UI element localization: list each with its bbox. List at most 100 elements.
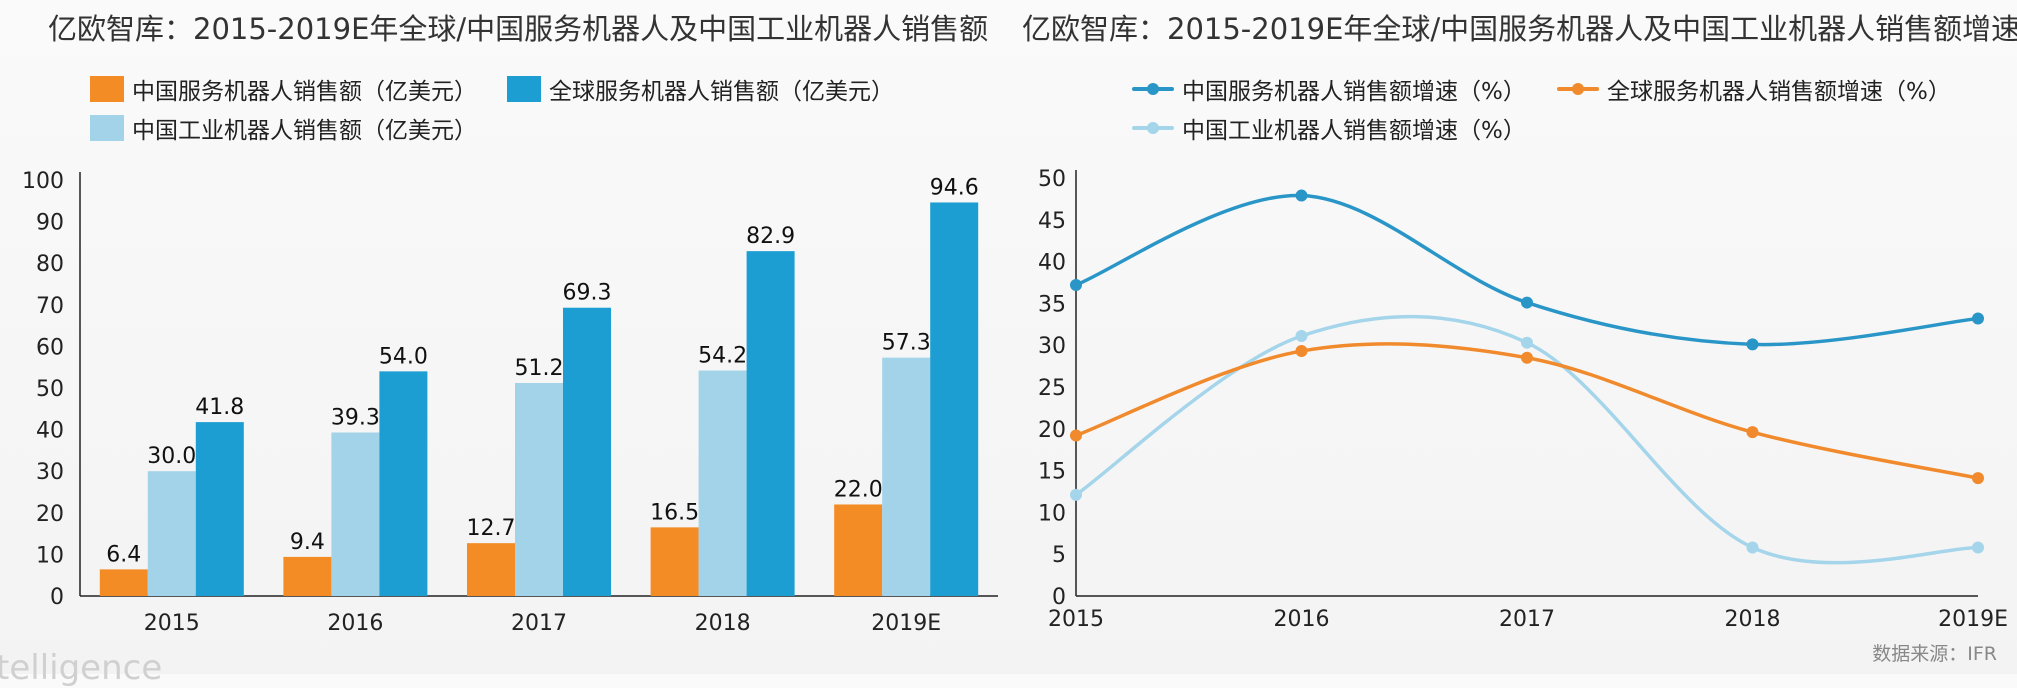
y-tick-label: 60 xyxy=(36,335,64,360)
bar xyxy=(698,370,747,596)
x-tick-label: 2018 xyxy=(695,611,751,636)
bar xyxy=(195,422,244,596)
x-tick-label: 2017 xyxy=(511,611,567,636)
bar xyxy=(882,357,931,596)
y-tick-label: 80 xyxy=(36,252,64,277)
legend-item-cn-industrial: 中国工业机器人销售额（亿美元） xyxy=(90,111,477,145)
y-tick-label: 70 xyxy=(36,294,64,319)
legend-item-global-service-growth: 全球服务机器人销售额增速（%） xyxy=(1557,72,1951,106)
series-line xyxy=(1075,342,1979,480)
x-tick-label: 2015 xyxy=(1048,607,1104,632)
legend-label: 中国服务机器人销售额增速（%） xyxy=(1182,79,1526,105)
y-tick-label: 90 xyxy=(36,211,64,236)
data-point xyxy=(1972,541,1984,554)
y-tick-label: 35 xyxy=(1038,292,1066,317)
legend-label: 全球服务机器人销售额（亿美元） xyxy=(549,79,894,105)
legend-line-swatch xyxy=(1132,115,1174,141)
data-label: 9.4 xyxy=(290,530,325,555)
data-point xyxy=(1746,338,1759,351)
data-point xyxy=(1295,189,1308,202)
data-point xyxy=(1521,351,1533,364)
legend-swatch xyxy=(90,76,124,102)
data-label: 69.3 xyxy=(563,281,612,306)
data-label: 51.2 xyxy=(515,356,564,381)
watermark: telligence xyxy=(0,648,163,688)
data-point xyxy=(1070,429,1082,442)
data-label: 54.0 xyxy=(379,344,428,369)
data-label: 54.2 xyxy=(698,344,747,369)
data-label: 82.9 xyxy=(746,224,795,249)
x-tick-label: 2016 xyxy=(1274,607,1330,632)
y-tick-label: 45 xyxy=(1038,209,1066,234)
bar xyxy=(834,504,883,596)
series-line xyxy=(1075,193,1979,347)
line-chart-title: 亿欧智库：2015-2019E年全球/中国服务机器人及中国工业机器人销售额增速 xyxy=(1022,12,2017,46)
bar xyxy=(930,202,979,597)
y-tick-label: 50 xyxy=(36,377,64,402)
data-label: 22.0 xyxy=(834,477,883,502)
y-tick-label: 40 xyxy=(1038,251,1066,276)
bar xyxy=(99,569,148,596)
data-label: 16.5 xyxy=(650,500,699,525)
bar-chart: 0 10 20 30 40 50 60 70 80 90 100 2015 6.4 30.0 41.8 201… xyxy=(22,169,998,636)
x-tick-label: 2019E xyxy=(871,611,941,636)
data-point xyxy=(1070,488,1082,501)
data-point xyxy=(1746,541,1759,554)
source-note: 数据来源：IFR xyxy=(1872,643,1997,665)
data-label: 39.3 xyxy=(331,406,380,431)
data-label: 57.3 xyxy=(882,331,931,356)
y-tick-label: 10 xyxy=(36,543,64,568)
legend-label: 全球服务机器人销售额增速（%） xyxy=(1607,79,1951,105)
x-tick-label: 2018 xyxy=(1725,607,1781,632)
data-point xyxy=(1070,279,1082,292)
legend-label: 中国服务机器人销售额（亿美元） xyxy=(132,79,477,105)
data-point xyxy=(1521,336,1533,349)
data-label: 6.4 xyxy=(106,542,141,567)
data-point xyxy=(1746,426,1759,439)
bar-chart-title: 亿欧智库：2015-2019E年全球/中国服务机器人及中国工业机器人销售额 xyxy=(48,12,989,46)
y-tick-label: 50 xyxy=(1038,167,1066,192)
line-chart: 0 5 10 15 20 25 30 35 40 45 50 2015 2016 2017 2018 2019… xyxy=(1038,167,2008,632)
bar xyxy=(746,251,795,597)
legend-item-cn-service-growth: 中国服务机器人销售额增速（%） xyxy=(1132,72,1526,106)
x-tick-label: 2017 xyxy=(1499,607,1555,632)
y-tick-label: 30 xyxy=(36,460,64,485)
legend-item-cn-industrial-growth: 中国工业机器人销售额增速（%） xyxy=(1132,111,1526,145)
data-label: 12.7 xyxy=(467,516,516,541)
bar xyxy=(467,543,515,596)
legend-line-swatch xyxy=(1132,76,1174,102)
x-tick-label: 2015 xyxy=(144,611,200,636)
legend-line-swatch xyxy=(1557,76,1599,102)
bar xyxy=(650,527,699,596)
legend-label: 中国工业机器人销售额（亿美元） xyxy=(132,118,477,144)
bar xyxy=(331,432,380,596)
legend-label: 中国工业机器人销售额增速（%） xyxy=(1182,118,1526,144)
x-tick-label: 2019E xyxy=(1938,607,2008,632)
bar xyxy=(515,383,563,596)
data-point xyxy=(1295,330,1308,343)
data-point xyxy=(1972,472,1984,485)
y-tick-label: 25 xyxy=(1038,376,1066,401)
bar xyxy=(563,307,611,596)
data-point xyxy=(1295,345,1308,358)
legend-swatch xyxy=(507,76,541,102)
bar xyxy=(147,471,196,596)
y-tick-label: 15 xyxy=(1038,460,1066,485)
data-label: 94.6 xyxy=(930,175,979,200)
y-tick-label: 0 xyxy=(1052,585,1066,610)
y-tick-label: 20 xyxy=(1038,418,1066,443)
legend-swatch xyxy=(90,115,124,141)
data-label: 30.0 xyxy=(147,444,196,469)
data-label: 41.8 xyxy=(195,395,244,420)
x-tick-label: 2016 xyxy=(327,611,383,636)
bar xyxy=(283,556,332,596)
legend-item-cn-service: 中国服务机器人销售额（亿美元） xyxy=(90,72,477,106)
y-tick-label: 100 xyxy=(22,169,64,194)
bar xyxy=(379,371,428,596)
y-tick-label: 20 xyxy=(36,502,64,527)
y-tick-label: 5 xyxy=(1052,543,1066,568)
data-point xyxy=(1521,296,1533,309)
y-tick-label: 30 xyxy=(1038,334,1066,359)
y-tick-label: 10 xyxy=(1038,501,1066,526)
y-tick-label: 0 xyxy=(50,585,64,610)
